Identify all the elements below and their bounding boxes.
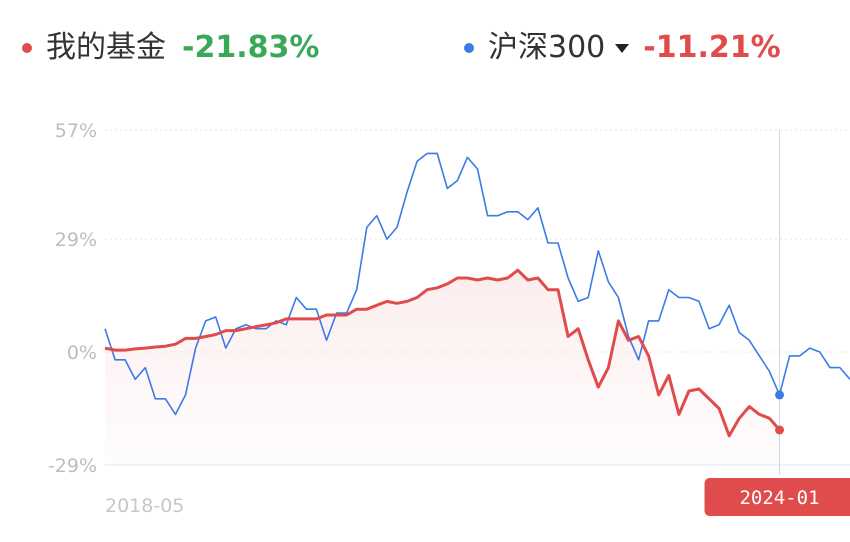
crosshair <box>775 130 785 475</box>
x-axis-labels: 2018-05 2024-01 <box>105 478 850 517</box>
caret-down-icon[interactable] <box>615 43 630 53</box>
x-highlight-badge <box>704 478 850 516</box>
y-tick-label: 29% <box>55 229 97 251</box>
fund-label: 我的基金 <box>46 30 166 65</box>
index-dot-icon <box>464 43 474 53</box>
fund-highlight-point <box>775 425 785 435</box>
y-axis-labels: 57% 29% 0% -29% <box>48 120 97 477</box>
index-label: 沪深300 <box>488 30 606 65</box>
fund-area <box>105 270 780 465</box>
series-lines <box>104 152 850 438</box>
fund-return: -21.83% <box>182 30 320 65</box>
y-tick-label: 0% <box>67 342 97 364</box>
fund-area-fill <box>105 270 780 465</box>
index-return: -11.21% <box>643 30 781 65</box>
x-label-start: 2018-05 <box>105 495 184 517</box>
y-tick-label: -29% <box>48 455 97 477</box>
legend-my-fund[interactable]: 我的基金 -21.83% <box>22 24 319 72</box>
fund-dot-icon <box>22 43 32 53</box>
x-label-highlight: 2024-01 <box>739 487 819 509</box>
legend-benchmark-selector[interactable]: 沪深300 -11.21% <box>464 24 781 72</box>
index-line <box>104 152 850 416</box>
index-highlight-point <box>775 390 785 400</box>
legend: 我的基金 -21.83% 沪深300 -11.21% <box>0 24 850 72</box>
fund-line <box>104 268 781 438</box>
y-tick-label: 57% <box>55 120 97 142</box>
